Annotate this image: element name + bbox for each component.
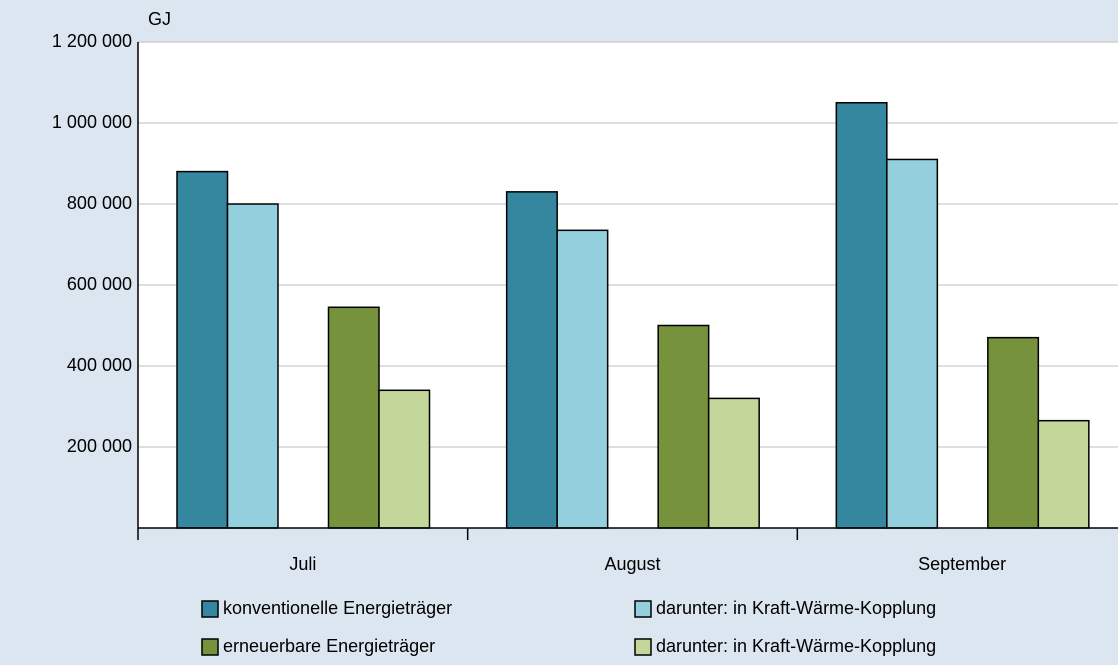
y-tick-label: 1 200 000 [52,31,132,51]
bar [378,389,431,529]
bar [505,191,558,529]
bar [556,229,609,529]
y-tick-label: 600 000 [67,274,132,294]
y-tick-label: 200 000 [67,436,132,456]
y-tick-label: 1 000 000 [52,112,132,132]
bar [835,102,888,529]
bar [707,397,760,529]
y-tick-label: 800 000 [67,193,132,213]
legend-label: darunter: in Kraft-Wärme-Kopplung [656,636,936,656]
bar [657,324,710,529]
legend-swatch [201,600,219,618]
x-tick-label: August [604,554,660,574]
x-tick-label: September [918,554,1006,574]
bar [176,170,229,529]
bar [226,203,279,529]
bar [886,158,939,529]
bar [327,306,380,529]
legend-swatch [634,638,652,656]
legend-swatch [634,600,652,618]
legend-label: konventionelle Energieträger [223,598,452,618]
y-tick-label: 400 000 [67,355,132,375]
legend-label: erneuerbare Energieträger [223,636,435,656]
x-tick-label: Juli [289,554,316,574]
bar [1037,419,1090,529]
legend-label: darunter: in Kraft-Wärme-Kopplung [656,598,936,618]
y-axis-unit: GJ [148,9,171,29]
bar [987,336,1040,529]
legend-swatch [201,638,219,656]
